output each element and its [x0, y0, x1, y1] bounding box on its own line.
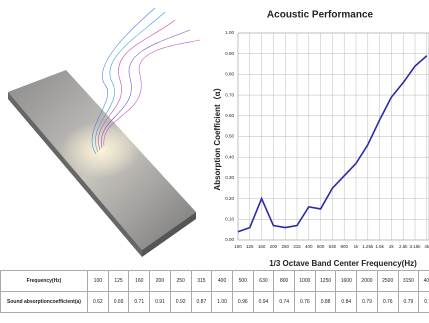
x-tick-label: 800 — [340, 244, 348, 249]
table-cell: 0.69 — [107, 291, 130, 313]
table-cell: 0.94 — [252, 291, 275, 313]
table-cell: 630 — [252, 270, 275, 292]
table-cell: 200 — [149, 270, 171, 292]
table-cell: 4000 — [418, 270, 429, 292]
table-cell: 315 — [190, 270, 213, 292]
table-cell: 1000 — [294, 270, 316, 292]
data-table: Frequency(Hz) 100 125 160 200 250 315 400 500 630… — [0, 270, 429, 313]
x-tick-label: 2.5k — [399, 244, 408, 249]
table-cell: 250 — [169, 270, 192, 292]
table-row: Sound absorptioncoefficient(a) 0.62 0.69 0.… — [0, 291, 429, 313]
table-cell: 160 — [128, 270, 151, 292]
x-tick-label: 400 — [305, 244, 313, 249]
table-cell: 0.91 — [149, 291, 171, 313]
x-tick-label: 3.15k — [409, 244, 421, 249]
table-cell: 400 — [211, 270, 233, 292]
table-cell: 0.87 — [190, 291, 213, 313]
table-cell: 125 — [107, 270, 130, 292]
y-tick-label: 0.60 — [225, 113, 234, 118]
x-tick-label: 500 — [317, 244, 325, 249]
table-cell: 0.88 — [314, 291, 337, 313]
chart: Acoustic Performance Absorption Coeffici… — [212, 10, 429, 268]
table-cell: 0.84 — [335, 291, 358, 313]
sound-waves — [91, 7, 201, 155]
table-cell: Frequency(Hz) — [0, 270, 88, 292]
table-cell: 0.79 — [397, 291, 420, 313]
x-tick-label: 1.25k — [362, 244, 374, 249]
y-tick-label: 0.50 — [225, 134, 234, 139]
x-tick-label: 2k — [389, 244, 395, 249]
x-tick-label: 250 — [281, 244, 289, 249]
y-tick-label: 1.00 — [225, 30, 234, 35]
table-cell: Sound absorptioncoefficient(a) — [0, 291, 88, 313]
table-cell: 500 — [231, 270, 254, 292]
product-image — [8, 7, 201, 257]
table-cell: 0.71 — [128, 291, 151, 313]
table-cell: 0.62 — [87, 291, 109, 313]
chart-title: Acoustic Performance — [267, 10, 374, 21]
data-line — [237, 55, 428, 233]
y-axis-label: Absorption Coefficient（α） — [212, 83, 222, 190]
x-tick-label: 200 — [270, 244, 278, 249]
x-tick-label: 160 — [258, 244, 266, 249]
x-axis-label: 1/3 Octave Band Center Frequency(Hz) — [269, 259, 417, 268]
panel-edge — [8, 92, 142, 257]
y-tick-label: 0.20 — [225, 196, 234, 201]
panel-edge — [142, 212, 196, 257]
y-tick-label: 0.10 — [225, 216, 234, 221]
x-tick-label: 100 — [234, 244, 242, 249]
table-cell: 1600 — [335, 270, 358, 292]
table-cell: 2500 — [376, 270, 399, 292]
y-tick-label: 0.00 — [225, 237, 234, 242]
x-tick-label: 315 — [293, 244, 301, 249]
table-cell: 0.74 — [273, 291, 296, 313]
x-tick-label: 125 — [246, 244, 254, 249]
y-tick-label: 0.40 — [225, 154, 234, 159]
table-cell: 800 — [273, 270, 296, 292]
table-cell: 0.76 — [294, 291, 316, 313]
y-tick-label: 0.80 — [225, 72, 234, 77]
table-cell: 0.96 — [231, 291, 254, 313]
table-cell: 3150 — [397, 270, 420, 292]
table-row: Frequency(Hz) 100 125 160 200 250 315 400 500 630… — [0, 270, 429, 292]
y-tick-label: 0.30 — [225, 175, 234, 180]
x-tick-label: 1k — [354, 244, 360, 249]
table-cell: 1.00 — [211, 291, 233, 313]
y-tick-label: 0.90 — [225, 51, 234, 56]
table-cell: 0.76 — [376, 291, 399, 313]
table-cell: 100 — [87, 270, 109, 292]
x-tick-label: 630 — [329, 244, 337, 249]
table-cell: 0.74 — [418, 291, 429, 313]
table-cell: 2000 — [356, 270, 378, 292]
table-cell: 0.92 — [169, 291, 192, 313]
x-tick-label: 1.6k — [375, 244, 384, 249]
table-cell: 1250 — [314, 270, 337, 292]
table-cell: 0.79 — [356, 291, 378, 313]
x-tick-label: 4k — [424, 244, 429, 249]
y-tick-label: 0.70 — [225, 92, 234, 97]
